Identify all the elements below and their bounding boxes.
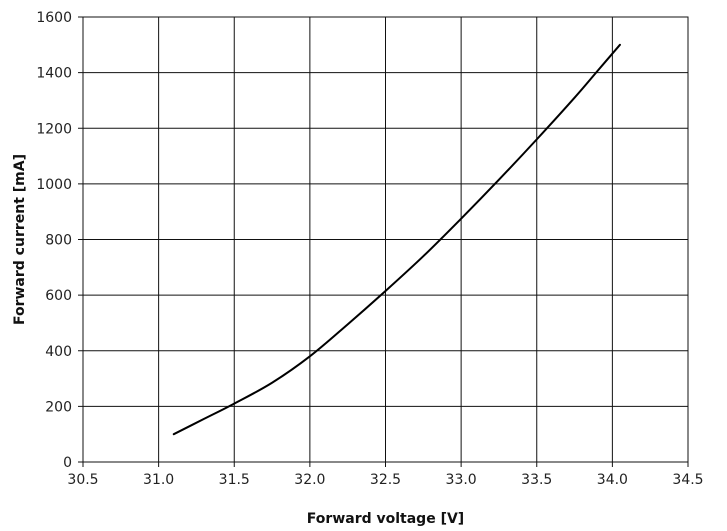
x-axis-label: Forward voltage [V] [307, 511, 464, 527]
series-line [172, 43, 621, 436]
x-tick-label: 31.0 [143, 472, 174, 488]
y-tick-label: 200 [45, 399, 72, 415]
y-tick-label: 800 [45, 233, 72, 249]
x-tick-label: 34.5 [672, 472, 703, 488]
plot-frame [82, 16, 689, 463]
y-tick-label: 0 [63, 455, 72, 471]
x-tick-label: 32.5 [370, 472, 401, 488]
x-tick-label: 34.0 [597, 472, 628, 488]
y-tick-label: 1000 [36, 177, 72, 193]
x-tick-label: 33.0 [446, 472, 477, 488]
x-tick-label: 30.5 [67, 472, 98, 488]
x-tick-labels: 30.5 31.0 31.5 32.0 32.5 33.0 33.5 34.0 34.5 [67, 472, 703, 488]
x-tick-label: 31.5 [219, 472, 250, 488]
y-tick-label: 1400 [36, 66, 72, 82]
y-tick-label: 1600 [36, 10, 72, 26]
y-tick-label: 600 [45, 288, 72, 304]
y-axis-label: Forward current [mA] [12, 154, 28, 325]
x-tick-label: 32.0 [294, 472, 325, 488]
x-tick-label: 33.5 [521, 472, 552, 488]
y-tick-label: 1200 [36, 121, 72, 137]
y-tick-label: 400 [45, 344, 72, 360]
y-tick-labels: 0 200 400 600 800 1000 1200 1400 1600 [36, 10, 72, 471]
grid-lines [78, 16, 689, 467]
